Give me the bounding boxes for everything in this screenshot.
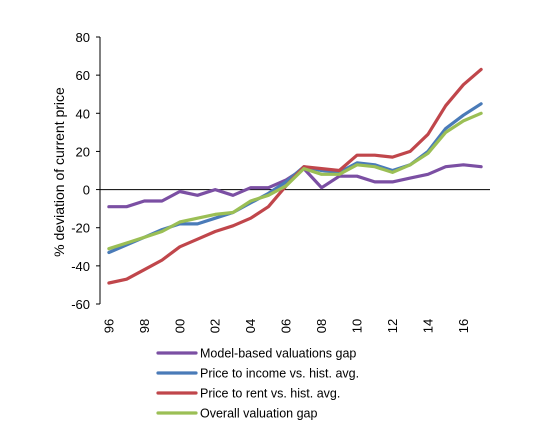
x-tick-label: 16: [456, 319, 471, 333]
x-tick-label: 98: [137, 319, 152, 333]
x-tick-label: 06: [279, 319, 294, 333]
legend-label: Price to income vs. hist. avg.: [200, 367, 359, 381]
x-tick-label: 10: [350, 319, 365, 333]
x-tick-label: 00: [172, 319, 187, 333]
legend-label: Price to rent vs. hist. avg.: [200, 387, 340, 401]
x-tick-label: 96: [101, 319, 116, 333]
y-tick-label: 0: [83, 183, 90, 198]
y-tick-label: -60: [71, 297, 90, 312]
y-tick-label: -40: [71, 259, 90, 274]
y-axis-title: % deviation of current price: [51, 87, 67, 257]
x-tick-label: 04: [243, 319, 258, 333]
x-tick-label: 08: [314, 319, 329, 333]
series-line-1: [107, 163, 483, 209]
x-tick-label: 02: [208, 319, 223, 333]
y-tick-label: -20: [71, 221, 90, 236]
x-tick-label: 12: [385, 319, 400, 333]
y-tick-label: 40: [76, 106, 90, 121]
series-lines: [107, 67, 483, 285]
legend-label: Model-based valuations gap: [200, 347, 356, 361]
y-tick-label: 60: [76, 68, 90, 83]
series-line-4: [107, 111, 483, 251]
legend: Model-based valuations gap Price to incom…: [156, 347, 359, 421]
y-tick-label: 20: [76, 144, 90, 159]
x-tick-label: 14: [420, 319, 435, 333]
legend-label: Overall valuation gap: [200, 407, 317, 421]
axes: 80 60 40 20 0 -20 -40 -60 96 98 00 02 04 06 08 10 12 14 16: [71, 30, 490, 333]
y-tick-label: 80: [76, 30, 90, 45]
